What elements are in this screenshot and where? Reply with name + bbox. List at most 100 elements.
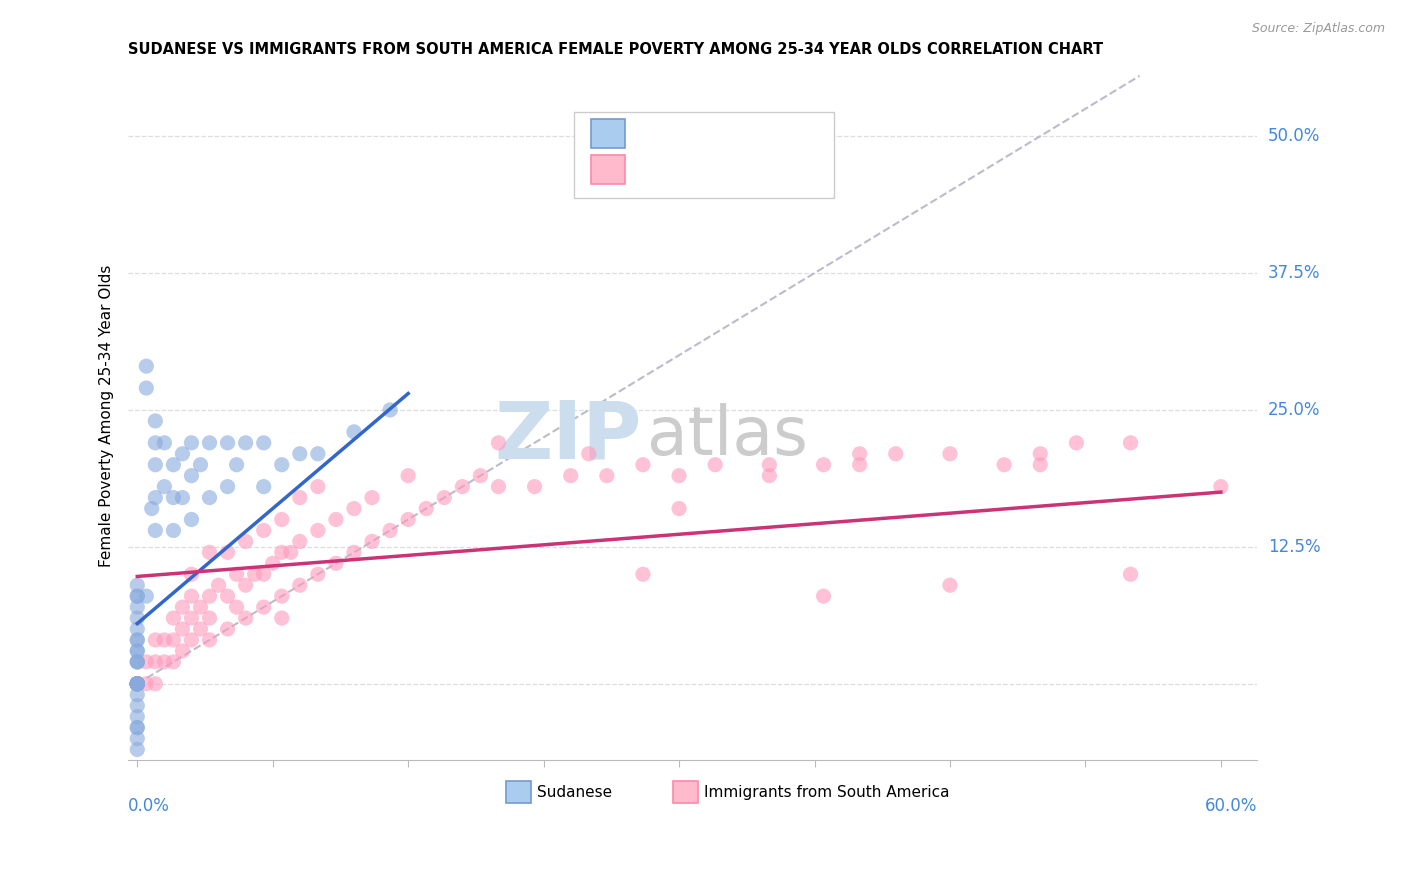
Point (143, 435, 166, 450)
Point (198, 589, 221, 603)
Point (143, 632, 166, 647)
Point (127, 721, 149, 735)
Point (127, 709, 149, 723)
Point (596, 468, 619, 483)
Point (433, 491, 456, 505)
Point (225, 458, 247, 472)
Point (135, 359, 157, 373)
Point (172, 622, 194, 636)
Point (378, 524, 401, 538)
Point (207, 578, 229, 592)
Point (127, 677, 149, 691)
Point (172, 491, 194, 505)
Point (180, 567, 202, 582)
Point (162, 491, 184, 505)
Point (127, 698, 149, 713)
Point (172, 644, 194, 658)
Point (884, 447, 907, 461)
Point (307, 567, 329, 582)
Y-axis label: Female Poverty Among 25-34 Year Olds: Female Poverty Among 25-34 Year Olds (100, 264, 114, 566)
Point (127, 589, 149, 603)
Point (127, 611, 149, 625)
Point (396, 512, 419, 526)
Point (127, 677, 149, 691)
Point (143, 524, 166, 538)
Point (127, 677, 149, 691)
Point (143, 655, 166, 669)
Point (1029, 447, 1052, 461)
Point (180, 435, 202, 450)
Point (127, 677, 149, 691)
Point (939, 578, 962, 592)
Point (217, 435, 239, 450)
Point (288, 491, 311, 505)
Point (180, 512, 202, 526)
Text: R = 0.196   N = 63: R = 0.196 N = 63 (636, 124, 793, 142)
Point (127, 677, 149, 691)
Point (1029, 458, 1052, 472)
Point (270, 589, 292, 603)
Point (127, 677, 149, 691)
Point (939, 447, 962, 461)
Text: 60.0%: 60.0% (1205, 797, 1257, 814)
Point (225, 600, 247, 615)
Point (343, 545, 366, 559)
Point (1066, 435, 1088, 450)
Point (127, 677, 149, 691)
Point (127, 632, 149, 647)
Point (198, 435, 221, 450)
Point (162, 524, 184, 538)
Point (162, 632, 184, 647)
Point (198, 632, 221, 647)
Point (162, 458, 184, 472)
Point (488, 435, 510, 450)
Point (127, 677, 149, 691)
Point (127, 655, 149, 669)
Point (190, 622, 212, 636)
Point (127, 677, 149, 691)
Point (141, 501, 163, 516)
Text: Source: ZipAtlas.com: Source: ZipAtlas.com (1251, 22, 1385, 36)
Point (135, 381, 157, 395)
Point (396, 468, 419, 483)
Point (262, 557, 284, 571)
Point (243, 567, 266, 582)
Point (325, 512, 347, 526)
Point (127, 644, 149, 658)
Text: ZIP: ZIP (495, 397, 641, 475)
Point (813, 458, 835, 472)
Text: Immigrants from South America: Immigrants from South America (704, 785, 949, 800)
Point (704, 458, 727, 472)
Point (127, 655, 149, 669)
Point (307, 447, 329, 461)
Bar (591, 155, 624, 185)
Point (153, 655, 176, 669)
Point (217, 545, 239, 559)
Point (180, 611, 202, 625)
Point (288, 578, 311, 592)
Point (127, 677, 149, 691)
Point (270, 545, 292, 559)
Point (253, 600, 276, 615)
Point (127, 677, 149, 691)
Point (578, 447, 600, 461)
Point (135, 677, 157, 691)
Point (235, 534, 257, 549)
Point (127, 742, 149, 756)
Point (153, 480, 176, 494)
Point (631, 567, 654, 582)
Point (180, 468, 202, 483)
Point (127, 677, 149, 691)
Point (1209, 480, 1232, 494)
Point (217, 622, 239, 636)
Bar (506, 781, 531, 803)
Point (198, 545, 221, 559)
Point (668, 501, 690, 516)
Point (343, 501, 366, 516)
Point (127, 677, 149, 691)
Point (127, 600, 149, 615)
Point (127, 731, 149, 746)
Point (127, 589, 149, 603)
Point (127, 622, 149, 636)
Point (135, 589, 157, 603)
